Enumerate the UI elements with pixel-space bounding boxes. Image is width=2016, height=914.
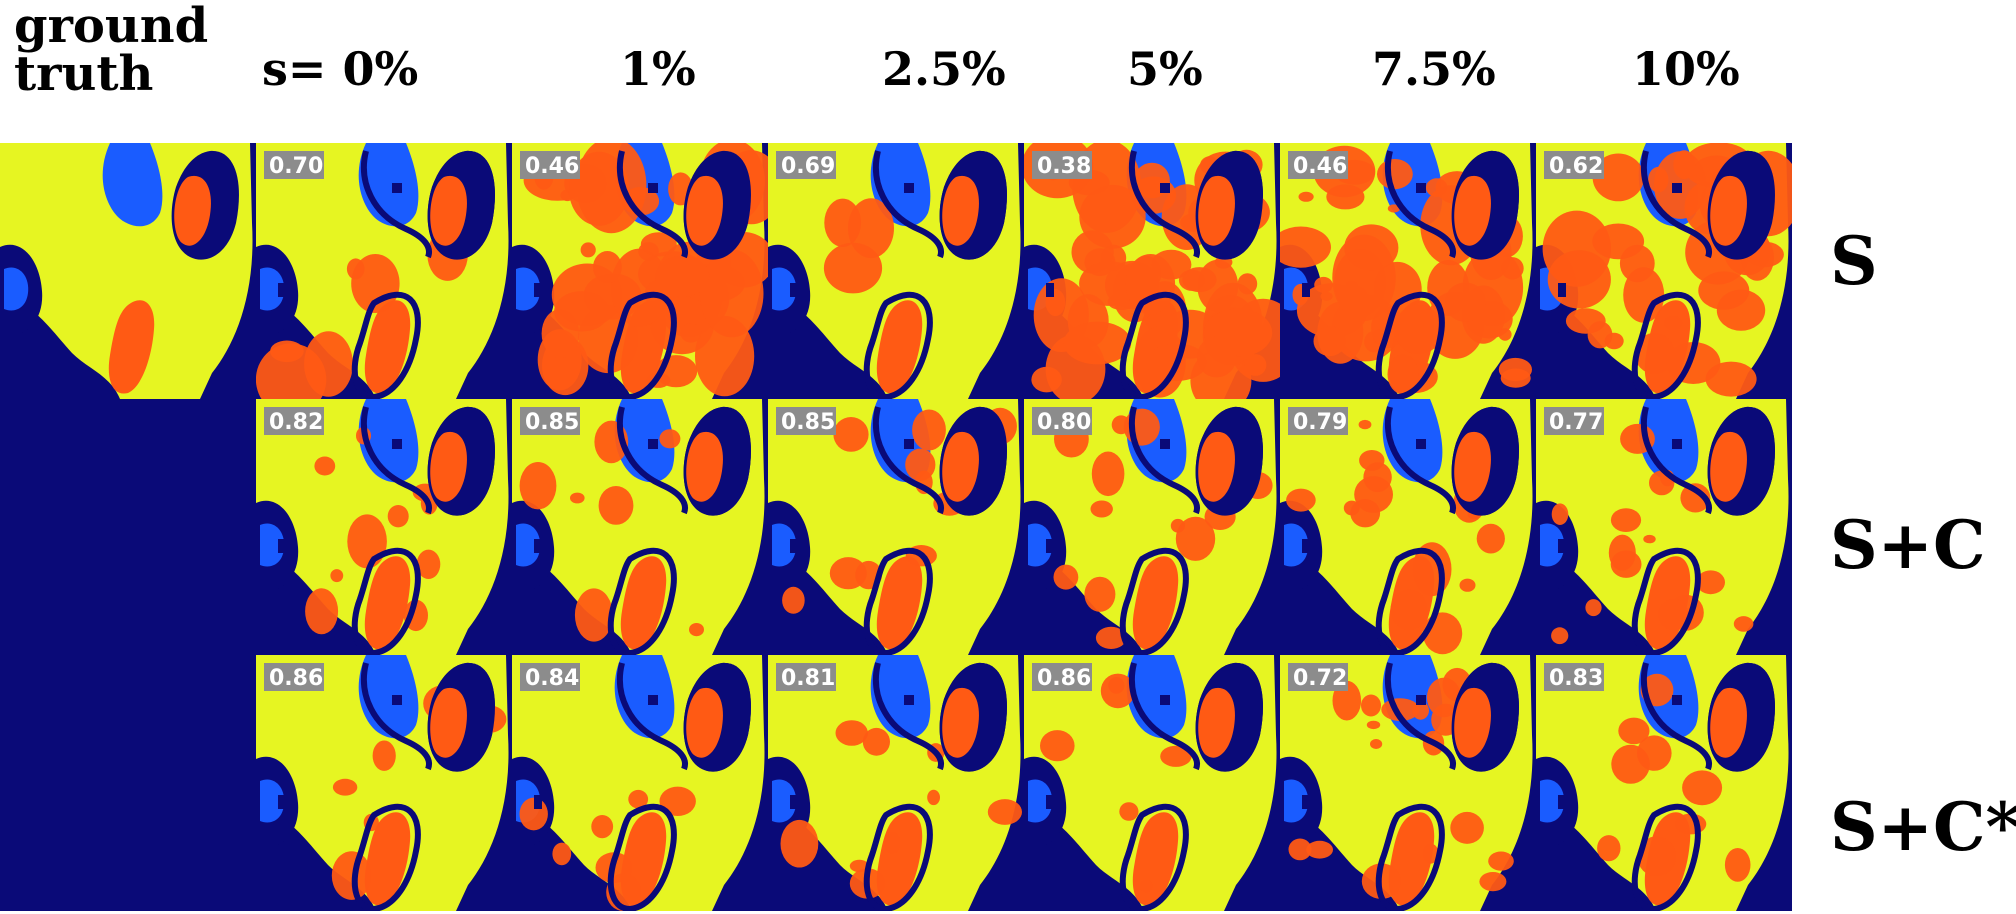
score-value: 0.38 xyxy=(1037,154,1091,179)
score-badge xyxy=(1288,663,1348,691)
score-badge xyxy=(520,407,580,435)
prediction-map-r0-c0 xyxy=(256,143,512,399)
score-badge xyxy=(1544,663,1604,691)
score-value: 0.79 xyxy=(1293,410,1347,435)
prediction-map-r2-c0 xyxy=(256,655,512,911)
prediction-map-r2-c2 xyxy=(768,655,1024,911)
score-badge xyxy=(1288,151,1348,179)
prediction-map-r1-c3 xyxy=(1024,399,1280,655)
score-badge xyxy=(1032,151,1092,179)
prediction-map-r0-c3 xyxy=(1024,143,1280,399)
prediction-map-r1-c2 xyxy=(768,399,1024,655)
prediction-map-r0-c4 xyxy=(1280,143,1536,399)
prediction-map-r1-c0 xyxy=(256,399,512,655)
score-badge xyxy=(776,407,836,435)
score-badge xyxy=(520,663,580,691)
score-badge xyxy=(776,151,836,179)
score-badge xyxy=(1544,151,1604,179)
score-value: 0.46 xyxy=(1293,154,1347,179)
score-value: 0.81 xyxy=(781,666,835,691)
score-badge xyxy=(1032,663,1092,691)
score-badge xyxy=(1544,407,1604,435)
score-badge xyxy=(1288,407,1348,435)
score-value: 0.77 xyxy=(1549,410,1603,435)
prediction-map-r2-c3 xyxy=(1024,655,1280,911)
prediction-map-r2-c4 xyxy=(1280,655,1536,911)
row-label-s-c-star: S+C* xyxy=(1830,788,2016,866)
ground-truth-label: ground truth xyxy=(14,2,208,98)
score-value: 0.72 xyxy=(1293,666,1347,691)
score-value: 0.70 xyxy=(269,154,323,179)
score-badge xyxy=(264,407,324,435)
prediction-map-r2-c5 xyxy=(1536,655,1792,911)
column-label-1: 1% xyxy=(620,42,696,96)
column-label-4: 7.5% xyxy=(1372,42,1496,96)
score-value: 0.84 xyxy=(525,666,579,691)
prediction-map-r2-c1 xyxy=(512,655,768,911)
score-badge xyxy=(520,151,580,179)
score-value: 0.82 xyxy=(269,410,323,435)
score-badge xyxy=(264,663,324,691)
empty-left-column xyxy=(0,399,256,911)
score-value: 0.80 xyxy=(1037,410,1091,435)
prediction-map-r0-c2 xyxy=(768,143,1024,399)
score-badge xyxy=(264,151,324,179)
score-value: 0.69 xyxy=(781,154,835,179)
score-value: 0.86 xyxy=(1037,666,1091,691)
prediction-map-r1-c5 xyxy=(1536,399,1792,655)
score-value: 0.46 xyxy=(525,154,579,179)
score-value: 0.85 xyxy=(781,410,835,435)
prediction-map-r1-c1 xyxy=(512,399,768,655)
score-badge xyxy=(776,663,836,691)
column-label-5: 10% xyxy=(1632,42,1740,96)
ground-truth-label-line2: truth xyxy=(14,46,154,102)
column-label-2: 2.5% xyxy=(882,42,1006,96)
prediction-map-r1-c4 xyxy=(1280,399,1536,655)
row-label-s: S xyxy=(1830,222,1878,300)
score-value: 0.62 xyxy=(1549,154,1603,179)
score-badge xyxy=(1032,407,1092,435)
score-value: 0.86 xyxy=(269,666,323,691)
ground-truth-map xyxy=(0,143,256,399)
score-value: 0.83 xyxy=(1549,666,1603,691)
column-label-0: s= 0% xyxy=(262,42,419,96)
column-label-3: 5% xyxy=(1127,42,1203,96)
score-value: 0.85 xyxy=(525,410,579,435)
ground-truth-label-line1: ground xyxy=(14,0,209,54)
prediction-map-r0-c5 xyxy=(1536,143,1792,399)
row-label-s-c: S+C xyxy=(1830,506,1986,584)
